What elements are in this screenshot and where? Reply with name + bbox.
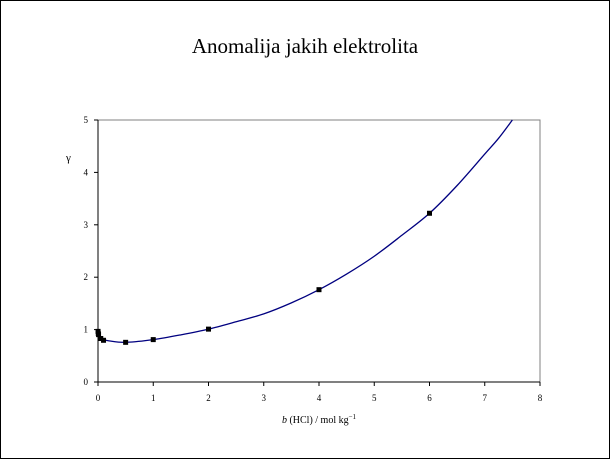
y-tick-label: 1 — [84, 325, 89, 335]
data-point — [206, 326, 211, 332]
data-point — [101, 337, 107, 343]
data-point — [123, 339, 129, 345]
x-tick-label: 2 — [206, 393, 211, 403]
page-title: Anomalija jakih elektrolita — [191, 34, 419, 58]
x-tick-label: 5 — [372, 393, 377, 403]
axis-ticks: 0 1 2 3 4 5 6 7 8 0 1 2 3 4 5 — [84, 115, 543, 403]
y-tick-label: 3 — [84, 220, 89, 230]
y-tick-label: 0 — [84, 377, 89, 387]
y-tick-label: 2 — [84, 272, 89, 282]
x-tick-label: 7 — [483, 393, 488, 403]
data-point — [150, 337, 156, 343]
x-tick-label: 0 — [96, 393, 101, 403]
data-points — [95, 210, 432, 345]
y-tick-label: 4 — [84, 167, 89, 177]
x-tick-label: 8 — [538, 393, 543, 403]
x-tick-label: 1 — [151, 393, 156, 403]
data-point — [96, 332, 102, 338]
data-point — [316, 287, 322, 293]
x-tick-label: 6 — [427, 393, 432, 403]
y-axis-label: γ — [65, 152, 71, 164]
data-point — [427, 210, 432, 216]
x-tick-label: 3 — [262, 393, 267, 403]
data-point — [98, 336, 104, 342]
plot-area — [97, 119, 541, 383]
x-tick-label: 4 — [317, 393, 322, 403]
x-axis-label: b (HCl) / mol kg−1 — [282, 413, 357, 426]
y-tick-label: 5 — [84, 115, 89, 125]
